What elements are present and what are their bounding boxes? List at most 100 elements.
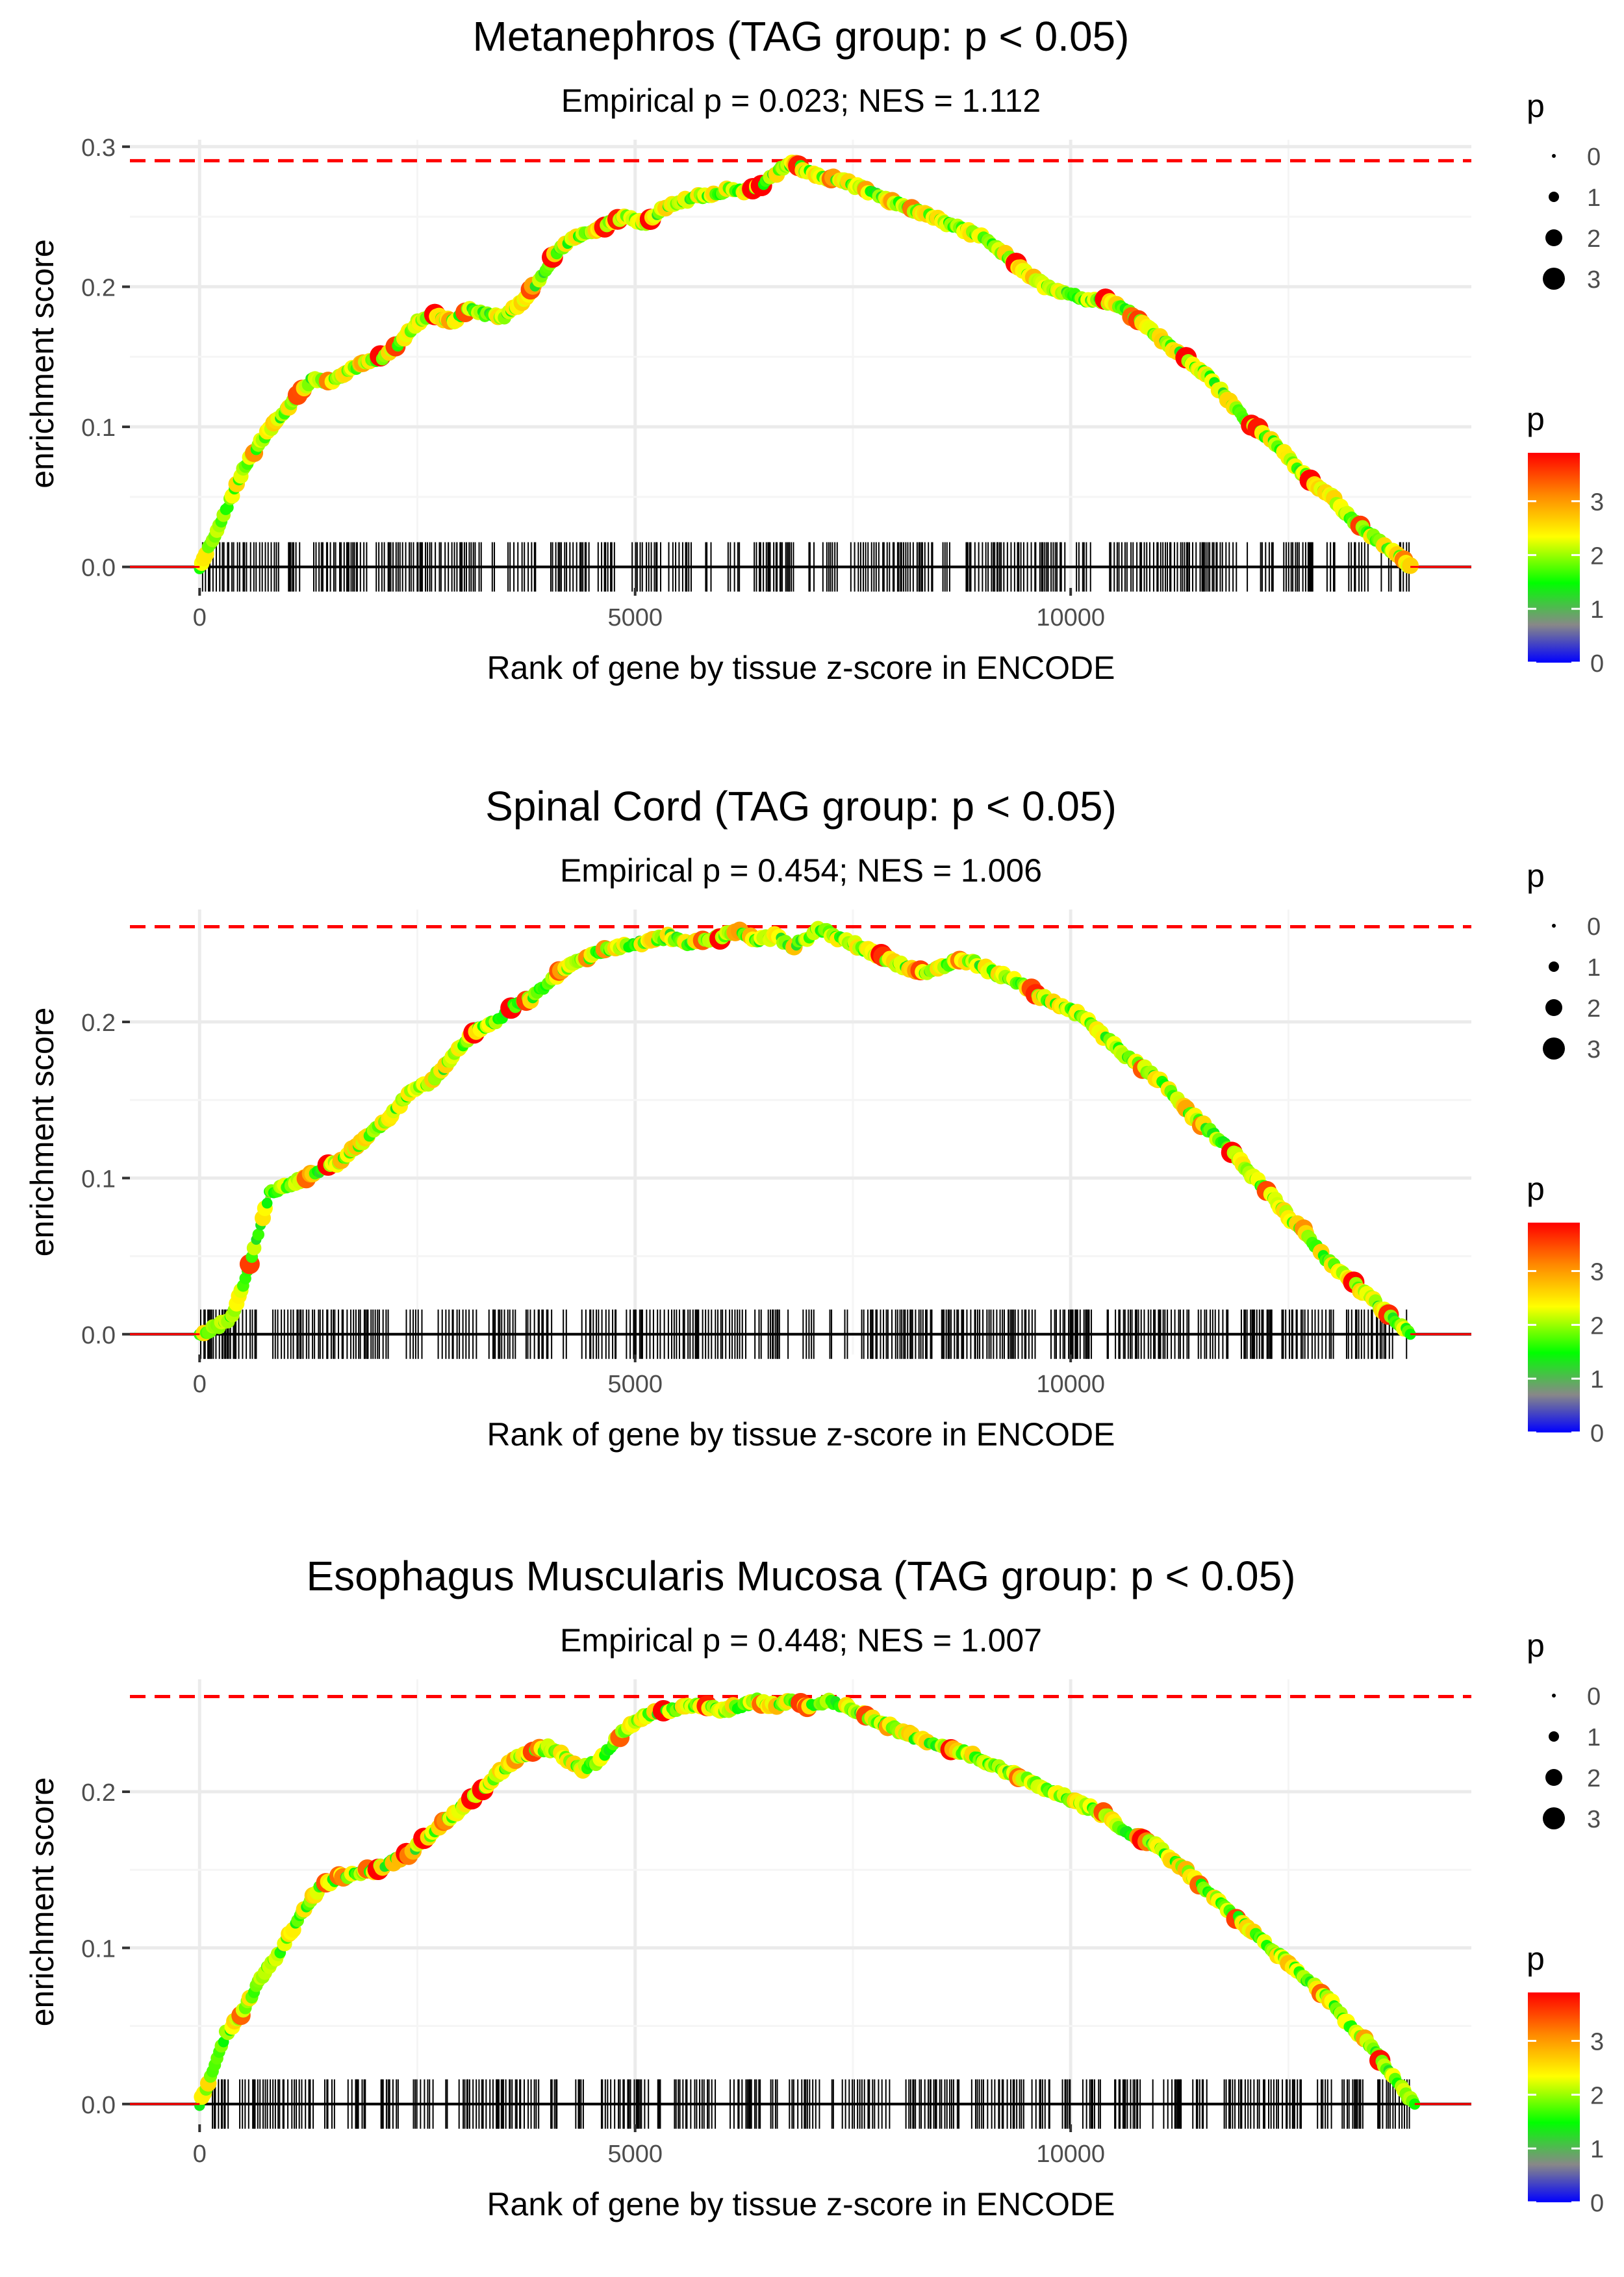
x-tick-label: 10000 (1036, 1371, 1105, 1398)
grid (130, 910, 1471, 1355)
color-bar-label: 1 (1590, 1366, 1604, 1393)
x-tick-label: 0 (193, 2141, 207, 2168)
legend: p 0 1 2 3 p 3 2 1 0 (1527, 858, 1604, 1447)
size-legend-dot (1543, 1037, 1565, 1060)
chart-subtitle: Empirical p = 0.448; NES = 1.007 (560, 1622, 1042, 1659)
color-bar-label: 0 (1590, 650, 1604, 678)
chart-panel-1: Metanephros (TAG group: p < 0.05) Empiric… (24, 13, 1604, 686)
size-legend-dot (1545, 1769, 1562, 1786)
color-bar-label: 2 (1590, 1312, 1604, 1340)
y-tick-label: 0.1 (81, 1165, 116, 1193)
axes: 0.0 0.1 0.2 0 5000 10000 Rank of gene by tissu… (24, 1008, 1115, 1453)
legend: p 0 1 2 3 p 3 2 1 0 (1527, 1627, 1604, 2217)
size-legend-label: 3 (1587, 1036, 1601, 1063)
es-point (1404, 1329, 1416, 1340)
size-legend-dot (1552, 924, 1556, 928)
x-tick-label: 0 (193, 604, 207, 631)
x-tick-label: 5000 (607, 2141, 663, 2168)
y-tick-label: 0.0 (81, 555, 116, 582)
y-axis-label: enrichment score (24, 1777, 60, 2027)
gene-rug (212, 2079, 1410, 2129)
legend: p 0 1 2 3 p 3 2 1 0 (1527, 88, 1604, 678)
color-bar-label: 2 (1590, 542, 1604, 570)
y-axis-label: enrichment score (24, 1008, 60, 1257)
chart-panel-2: Spinal Cord (TAG group: p < 0.05) Empiric… (24, 783, 1604, 1453)
size-legend-label: 2 (1587, 225, 1601, 253)
es-point (261, 1197, 273, 1209)
size-legend-label: 0 (1587, 144, 1601, 171)
y-axis-label: enrichment score (24, 239, 60, 489)
color-bar-label: 3 (1590, 1259, 1604, 1286)
y-tick-label: 0.1 (81, 1935, 116, 1963)
y-tick-label: 0.2 (81, 274, 116, 301)
axes: 0.0 0.1 0.2 0 5000 10000 Rank of gene by tissu… (24, 1777, 1115, 2222)
color-bar-label: 1 (1590, 596, 1604, 624)
size-legend-label: 3 (1587, 266, 1601, 294)
es-point (1402, 557, 1419, 574)
color-bar-label: 2 (1590, 2082, 1604, 2109)
size-legend-dot (1549, 1731, 1559, 1742)
y-tick-label: 0.1 (81, 414, 116, 442)
x-axis-label: Rank of gene by tissue z-score in ENCODE (487, 650, 1115, 686)
chart-subtitle: Empirical p = 0.454; NES = 1.006 (560, 852, 1042, 889)
chart-title: Spinal Cord (TAG group: p < 0.05) (485, 783, 1117, 830)
es-curve-line (197, 1698, 1417, 2106)
y-tick-label: 0.2 (81, 1779, 116, 1807)
chart-subtitle: Empirical p = 0.023; NES = 1.112 (561, 83, 1041, 119)
size-legend-dot (1543, 268, 1565, 290)
size-legend-dot (1543, 1807, 1565, 1829)
es-points (194, 1692, 1421, 2111)
size-legend-dot (1545, 229, 1562, 246)
size-legend-label: 2 (1587, 1765, 1601, 1792)
es-points (194, 921, 1416, 1342)
size-legend-label: 3 (1587, 1806, 1601, 1833)
color-bar-label: 3 (1590, 2029, 1604, 2056)
size-legend-label: 0 (1587, 913, 1601, 941)
color-bar (1528, 1223, 1580, 1432)
color-legend-title: p (1527, 1940, 1545, 1977)
axes: 0.0 0.1 0.2 0.3 0 5000 10000 Rank of gene by ti… (24, 134, 1115, 686)
size-legend-label: 2 (1587, 995, 1601, 1023)
x-tick-label: 5000 (607, 604, 663, 631)
color-legend-title: p (1527, 1171, 1545, 1207)
x-axis-label: Rank of gene by tissue z-score in ENCODE (487, 1416, 1115, 1453)
size-legend-label: 1 (1587, 954, 1601, 982)
y-tick-label: 0.3 (81, 134, 116, 162)
grid (130, 140, 1471, 588)
chart-title: Esophagus Muscularis Mucosa (TAG group: … (306, 1553, 1295, 1599)
chart-panel-3: Esophagus Muscularis Mucosa (TAG group: … (24, 1553, 1604, 2222)
color-bar-label: 0 (1590, 2190, 1604, 2217)
gene-rug (201, 542, 1410, 592)
color-bar-label: 1 (1590, 2136, 1604, 2163)
size-legend-title: p (1527, 1627, 1545, 1664)
x-tick-label: 10000 (1036, 604, 1105, 631)
x-tick-label: 0 (193, 1371, 207, 1398)
size-legend-dot (1552, 154, 1556, 158)
size-legend-dot (1549, 192, 1559, 202)
x-axis-label: Rank of gene by tissue z-score in ENCODE (487, 2186, 1115, 2222)
color-bar-label: 0 (1590, 1420, 1604, 1447)
size-legend-title: p (1527, 858, 1545, 894)
size-legend-label: 1 (1587, 1724, 1601, 1751)
es-points (194, 154, 1419, 574)
size-legend-dot (1549, 961, 1559, 972)
grid (130, 1679, 1471, 2124)
color-bar (1528, 1992, 1580, 2202)
gene-rug (200, 1309, 1408, 1359)
y-tick-label: 0.0 (81, 1322, 116, 1349)
size-legend-label: 0 (1587, 1683, 1601, 1711)
size-legend-dot (1552, 1694, 1556, 1698)
color-bar (1528, 453, 1580, 663)
color-legend-title: p (1527, 401, 1545, 437)
y-tick-label: 0.2 (81, 1010, 116, 1037)
color-bar-label: 3 (1590, 489, 1604, 516)
size-legend-label: 1 (1587, 184, 1601, 212)
size-legend-title: p (1527, 88, 1545, 124)
size-legend-dot (1545, 999, 1562, 1016)
es-point (252, 1228, 265, 1241)
y-tick-label: 0.0 (81, 2092, 116, 2119)
x-tick-label: 5000 (607, 1371, 663, 1398)
x-tick-label: 10000 (1036, 2141, 1105, 2168)
